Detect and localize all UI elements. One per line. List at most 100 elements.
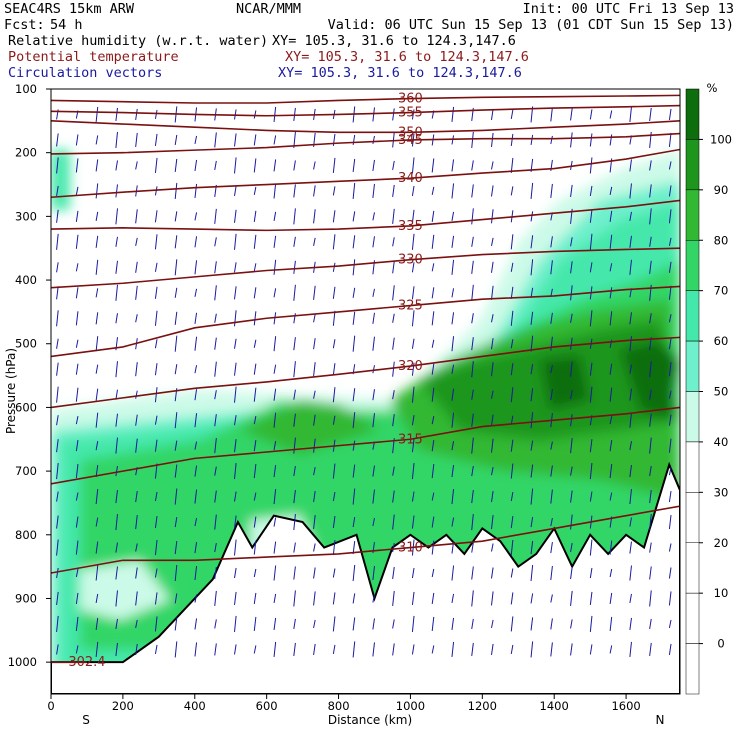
vector-635 (609, 592, 613, 605)
vector-275 (293, 389, 296, 400)
vector-93 (135, 237, 138, 246)
vector-678 (649, 566, 652, 580)
vector-4 (56, 209, 59, 223)
vector-38 (75, 516, 79, 528)
vector-590 (570, 566, 573, 580)
vector-216 (234, 567, 237, 579)
y-tick-300: 300 (15, 209, 37, 223)
vector-463 (471, 131, 474, 148)
vector-427 (431, 339, 435, 348)
vector-585 (570, 438, 573, 454)
vector-55 (95, 388, 99, 401)
vector-103 (135, 491, 138, 503)
vector-305 (313, 591, 316, 606)
vector-487 (491, 185, 494, 197)
vector-234 (253, 464, 257, 479)
vector-36 (75, 464, 79, 479)
vector-395 (392, 643, 395, 656)
vector-627 (609, 387, 613, 402)
vector-320 (332, 415, 336, 425)
vector-366 (372, 465, 375, 477)
vector-701 (668, 591, 672, 606)
vector-362 (372, 365, 375, 374)
vector-304 (313, 567, 316, 579)
vector-593 (570, 643, 573, 656)
vector-644 (629, 259, 632, 275)
vector-46 (95, 159, 99, 172)
theta-contour-315 (51, 406, 680, 485)
vector-306 (313, 619, 316, 629)
vector-513 (510, 286, 514, 299)
vector-29 (75, 287, 79, 299)
vector-478 (471, 514, 474, 531)
vector-276 (293, 413, 296, 427)
vector-284 (293, 618, 296, 630)
vector-620 (609, 210, 613, 222)
vector-152 (174, 617, 178, 631)
vector-318 (332, 363, 336, 376)
vector-244 (273, 159, 277, 172)
vector-579 (570, 285, 573, 301)
vector-482 (471, 618, 474, 630)
terrain (51, 461, 680, 694)
vector-612 (589, 567, 593, 579)
vector-17 (56, 539, 59, 556)
colorbar-swatch-6 (685, 391, 700, 443)
vector-486 (491, 161, 494, 170)
vector-289 (313, 185, 316, 197)
vector-666 (649, 260, 652, 274)
vector-241 (253, 645, 257, 654)
vector-381 (392, 285, 395, 301)
vector-174 (194, 618, 198, 630)
vector-688 (668, 261, 672, 273)
vector-689 (668, 285, 672, 300)
vector-67 (115, 131, 118, 148)
vector-685 (668, 185, 672, 197)
vector-177 (214, 132, 217, 148)
vector-556 (550, 260, 553, 275)
vector-41 (75, 592, 79, 605)
vector-508 (510, 157, 514, 173)
vector-239 (253, 592, 257, 605)
vector-642 (629, 211, 632, 221)
vector-545 (530, 540, 534, 555)
vector-5 (56, 233, 59, 250)
vector-564 (550, 465, 553, 477)
vector-544 (530, 516, 534, 528)
vector-637 (609, 645, 613, 654)
vector-342 (352, 412, 356, 429)
vector-70 (115, 208, 118, 225)
vector-343 (352, 440, 356, 451)
vector-636 (609, 616, 613, 632)
y-tick-200: 200 (15, 146, 37, 160)
vector-611 (589, 539, 593, 556)
vector-409 (411, 439, 415, 453)
theta-contour-340 (51, 148, 680, 199)
vector-471 (471, 337, 474, 351)
vector-691 (668, 338, 672, 350)
vector-526 (510, 616, 514, 632)
vector-652 (629, 465, 632, 478)
vector-206 (234, 310, 237, 327)
vector-73 (115, 284, 118, 301)
vector-631 (609, 492, 613, 501)
vector-209 (234, 386, 237, 403)
vector-506 (510, 109, 514, 120)
vector-640 (629, 159, 632, 172)
vector-654 (629, 517, 632, 527)
theta-label-310: 310 (398, 541, 423, 556)
vector-193 (214, 542, 217, 553)
vector-157 (194, 183, 198, 198)
vector-465 (471, 184, 474, 198)
x-tick-1600: 1600 (611, 699, 640, 713)
vector-237 (253, 540, 257, 555)
vector-416 (411, 615, 415, 632)
vector-12 (56, 415, 59, 426)
vector-400 (411, 209, 415, 223)
vector-458 (451, 565, 455, 581)
vector-684 (668, 161, 672, 170)
vector-205 (234, 286, 237, 300)
vector-122 (154, 415, 158, 425)
vector-466 (471, 208, 474, 225)
vector-460 (451, 617, 455, 631)
